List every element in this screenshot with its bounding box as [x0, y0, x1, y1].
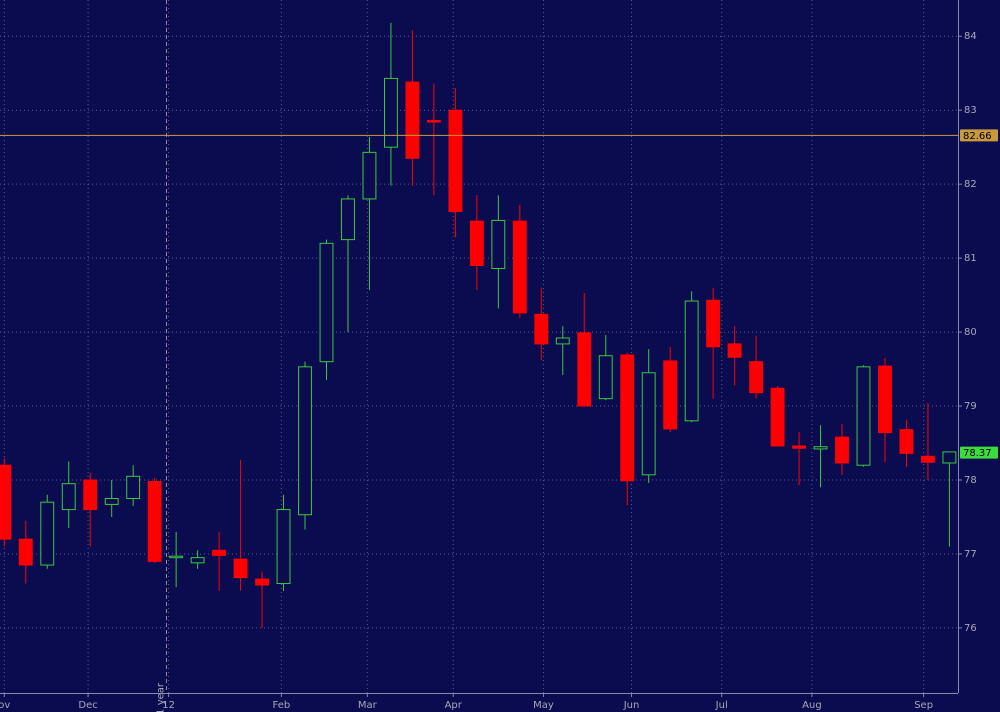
candle-body [749, 361, 764, 394]
candle-body [792, 445, 806, 449]
candle-body [770, 387, 785, 447]
candle-body [920, 455, 935, 463]
candle-body [405, 81, 420, 159]
candle-body [83, 479, 98, 511]
y-tick-label: 80 [964, 327, 977, 338]
y-tick-label: 84 [964, 31, 977, 42]
candle-body [61, 483, 76, 511]
candle-body [835, 436, 849, 464]
candle-body [448, 109, 463, 213]
x-tick-label: Aug [802, 700, 822, 711]
candle-body [40, 501, 55, 566]
candle-body [577, 332, 592, 407]
y-tick-label: 76 [964, 623, 977, 634]
candle-body [706, 299, 721, 348]
candle-body [426, 120, 441, 123]
y-tick-label: 79 [964, 401, 977, 412]
candle-body [319, 242, 334, 363]
candle-body [512, 220, 527, 314]
candle-body [813, 446, 828, 450]
candle-body [104, 497, 119, 505]
candle-body [641, 372, 656, 476]
candle-body [383, 77, 398, 148]
candle-body [276, 509, 291, 585]
candle-body [598, 355, 613, 400]
candle-body [341, 198, 355, 241]
y-tick-label: 78 [964, 475, 977, 486]
year-marker-label: 2011 year [155, 682, 166, 712]
y-tick-label: 83 [964, 105, 977, 116]
price-tag [960, 129, 998, 142]
price-tag-label: 82.66 [963, 131, 992, 142]
candle-body [491, 219, 506, 269]
x-tick-label: Dec [78, 700, 97, 711]
candle-body [0, 464, 12, 540]
candle-body [469, 220, 484, 267]
candle-body [212, 549, 227, 556]
candle-body [684, 300, 699, 422]
candle-body [534, 313, 549, 345]
x-tick-label: Sep [914, 700, 933, 711]
candle-body [169, 555, 184, 559]
candle-body [555, 337, 570, 345]
candle-body [727, 343, 742, 358]
candle-body [298, 366, 312, 516]
candle-body [147, 480, 162, 562]
candle-body [620, 354, 635, 482]
x-tick-label: Jun [623, 700, 640, 711]
candle-body [663, 360, 678, 430]
y-tick-label: 82 [964, 179, 977, 190]
candle-body [878, 365, 892, 434]
y-tick-label: 81 [964, 253, 977, 264]
candle-body [362, 151, 377, 200]
y-tick-label: 77 [964, 549, 977, 560]
x-tick-label: Feb [273, 700, 291, 711]
candle-body [126, 475, 141, 499]
price-tag [960, 446, 998, 459]
candle-body [255, 578, 269, 586]
candle-body [899, 429, 914, 454]
x-tick-label: Mar [358, 700, 378, 711]
x-tick-label: 12 [162, 700, 175, 711]
x-tick-label: Jul [715, 700, 728, 711]
candle-body [233, 558, 248, 579]
candle-body [190, 557, 205, 564]
candle-body [942, 451, 957, 464]
x-tick-label: Apr [445, 700, 463, 711]
x-tick-label: ov [0, 700, 10, 711]
candle-body [856, 366, 871, 466]
x-tick-label: May [533, 700, 554, 711]
price-tag-label: 78.37 [963, 448, 992, 459]
candle-body [18, 538, 33, 566]
